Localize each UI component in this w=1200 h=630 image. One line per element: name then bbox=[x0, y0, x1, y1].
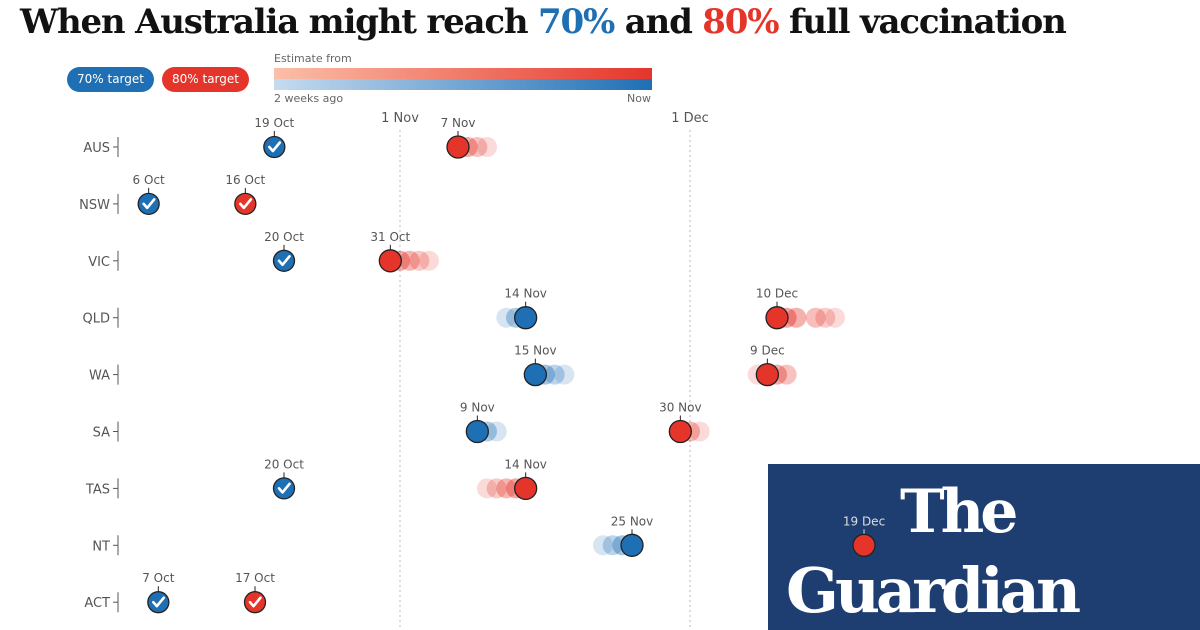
check-icon bbox=[152, 596, 166, 608]
earlier-estimate-dot bbox=[602, 535, 623, 556]
date-label: 20 Oct bbox=[264, 230, 304, 244]
logo-line1: The bbox=[900, 477, 1018, 547]
estimate-dot bbox=[446, 135, 470, 159]
estimate-dot bbox=[514, 306, 538, 330]
reached-dot bbox=[272, 477, 296, 500]
legend-80-target: 80% target bbox=[162, 67, 249, 92]
earlier-estimate-dot bbox=[593, 535, 614, 556]
reached-dot bbox=[243, 591, 267, 614]
legend-start: 2 weeks ago bbox=[274, 92, 344, 105]
reached-dot bbox=[137, 192, 160, 216]
check-icon bbox=[277, 255, 291, 267]
estimate-dot bbox=[755, 362, 779, 387]
legend-70-target: 70% target bbox=[67, 67, 154, 92]
date-label: 17 Oct bbox=[235, 571, 275, 585]
earlier-estimate-dot bbox=[786, 307, 807, 328]
row-label-nt: NT bbox=[92, 539, 110, 554]
earlier-estimate-dot bbox=[467, 137, 488, 157]
earlier-estimate-dot bbox=[486, 478, 507, 499]
check-icon bbox=[142, 198, 156, 210]
logo-line2: Guardian bbox=[786, 554, 1081, 627]
earlier-estimate-dot bbox=[805, 307, 826, 328]
date-label: 10 Dec bbox=[756, 287, 798, 301]
row-label-act: ACT bbox=[84, 596, 110, 611]
date-label: 6 Oct bbox=[133, 173, 165, 187]
x-tick-label: 1 Dec bbox=[671, 111, 709, 126]
date-label: 30 Nov bbox=[659, 401, 702, 415]
earlier-estimate-dot bbox=[554, 364, 575, 385]
estimate-dot bbox=[378, 249, 402, 273]
x-tick-label: 1 Nov bbox=[381, 111, 419, 126]
row-label-aus: AUS bbox=[83, 141, 110, 156]
estimate-dot bbox=[668, 419, 692, 444]
guardian-logo: The Guardian bbox=[768, 464, 1200, 630]
date-label: 19 Oct bbox=[254, 116, 294, 130]
check-icon bbox=[277, 482, 291, 494]
title-text: full vaccination bbox=[778, 2, 1067, 42]
date-label: 16 Oct bbox=[225, 173, 265, 187]
date-label: 25 Nov bbox=[611, 514, 654, 528]
earlier-estimate-dot bbox=[496, 478, 517, 499]
earlier-estimate-dot bbox=[776, 364, 797, 385]
date-label: 20 Oct bbox=[264, 457, 304, 471]
estimate-dot bbox=[765, 306, 789, 330]
date-label: 7 Oct bbox=[142, 571, 174, 585]
estimate-dot bbox=[620, 533, 644, 557]
check-icon bbox=[268, 141, 282, 153]
row-label-vic: VIC bbox=[88, 255, 110, 270]
date-label: 9 Nov bbox=[460, 401, 495, 415]
earlier-estimate-dot bbox=[477, 137, 498, 157]
title-70: 70% bbox=[538, 2, 615, 42]
row-label-wa: WA bbox=[89, 369, 110, 384]
reached-dot bbox=[272, 249, 296, 272]
earlier-estimate-dot bbox=[419, 250, 440, 271]
earlier-estimate-dot bbox=[815, 307, 836, 328]
row-label-sa: SA bbox=[93, 426, 110, 441]
earlier-estimate-dot bbox=[477, 478, 498, 499]
reached-dot bbox=[234, 192, 257, 216]
estimate-dot bbox=[523, 362, 547, 387]
legend-gradient-red bbox=[274, 68, 652, 79]
date-label: 7 Nov bbox=[441, 116, 476, 130]
earlier-estimate-dot bbox=[496, 307, 517, 328]
reached-dot bbox=[147, 591, 170, 614]
legend-estimate-from: Estimate from bbox=[274, 52, 352, 65]
earlier-estimate-dot bbox=[399, 250, 420, 271]
title-80: 80% bbox=[702, 2, 779, 42]
check-icon bbox=[248, 596, 262, 608]
earlier-estimate-dot bbox=[544, 364, 565, 385]
legend-gradient-blue bbox=[274, 79, 652, 90]
earlier-estimate-dot bbox=[825, 307, 846, 328]
title-text: and bbox=[614, 2, 703, 42]
title-text: When Australia might reach bbox=[20, 2, 539, 42]
estimate-dot bbox=[852, 533, 876, 557]
reached-dot bbox=[263, 135, 286, 159]
row-label-qld: QLD bbox=[83, 312, 111, 327]
row-label-tas: TAS bbox=[85, 482, 110, 497]
earlier-estimate-dot bbox=[486, 421, 507, 442]
date-label: 14 Nov bbox=[504, 457, 547, 471]
estimate-dot bbox=[465, 419, 489, 444]
legend-end: Now bbox=[627, 92, 651, 105]
earlier-estimate-dot bbox=[689, 421, 710, 442]
chart-title: When Australia might reach 70% and 80% f… bbox=[20, 2, 1067, 42]
date-label: 19 Dec bbox=[843, 514, 885, 528]
check-icon bbox=[239, 198, 253, 210]
date-label: 31 Oct bbox=[370, 230, 410, 244]
row-label-nsw: NSW bbox=[79, 198, 110, 213]
date-label: 15 Nov bbox=[514, 344, 557, 358]
date-label: 9 Dec bbox=[750, 344, 785, 358]
earlier-estimate-dot bbox=[409, 250, 430, 271]
estimate-dot bbox=[514, 476, 538, 501]
date-label: 14 Nov bbox=[504, 287, 547, 301]
